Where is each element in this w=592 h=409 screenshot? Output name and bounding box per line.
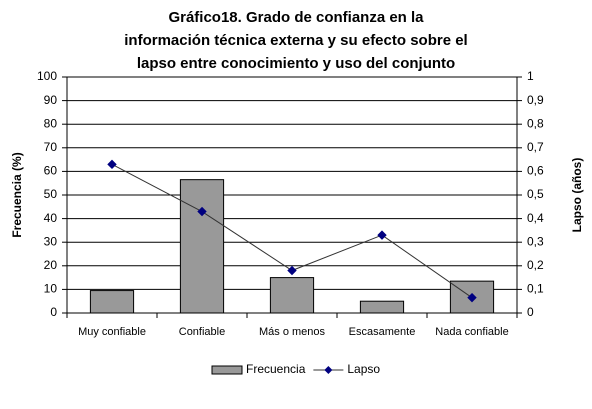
line-marker <box>197 206 207 217</box>
chart-title: información técnica externa y su efecto … <box>124 32 467 49</box>
y2-axis-label: Lapso (años) <box>570 158 584 233</box>
chart-title: Gráfico18. Grado de confianza en la <box>168 9 424 26</box>
chart-title: lapso entre conocimiento y uso del conju… <box>137 55 455 72</box>
y2-tick-label: 0 <box>527 305 534 319</box>
y-tick-label: 30 <box>44 234 58 248</box>
x-tick-label: Confiable <box>179 326 225 338</box>
y2-tick-label: 0,7 <box>527 140 544 154</box>
bar <box>269 277 315 314</box>
bar <box>89 290 135 314</box>
y-tick-label: 60 <box>44 164 58 178</box>
line-marker <box>377 230 387 240</box>
y2-tick-label: 0,6 <box>527 164 544 178</box>
x-tick-label: Más o menos <box>259 326 326 338</box>
legend-swatch <box>211 365 243 375</box>
y-tick-label: 40 <box>44 211 58 225</box>
x-tick-label: Escasamente <box>349 326 416 338</box>
y2-tick-label: 0,3 <box>527 234 544 248</box>
y2-tick-label: 0,8 <box>527 116 544 130</box>
x-tick-label: Muy confiable <box>78 326 146 338</box>
y2-tick-label: 0,1 <box>527 282 544 296</box>
bar <box>179 179 225 314</box>
y-tick-label: 50 <box>44 187 58 201</box>
y2-tick-label: 0,4 <box>527 211 544 225</box>
y2-tick-label: 0,9 <box>527 93 544 107</box>
line-marker <box>287 265 297 276</box>
y2-tick-label: 1 <box>527 69 534 83</box>
y2-tick-label: 0,5 <box>527 187 544 201</box>
legend-marker <box>324 366 333 374</box>
y-tick-label: 90 <box>44 93 58 107</box>
y-tick-label: 10 <box>44 282 58 296</box>
line-marker <box>467 292 477 303</box>
legend-label: Lapso <box>347 362 380 376</box>
y-axis-label: Frecuencia (%) <box>10 152 24 237</box>
y2-tick-label: 0,2 <box>527 258 544 272</box>
legend-label: Frecuencia <box>246 362 306 376</box>
x-tick-label: Nada confiable <box>435 326 508 338</box>
y-tick-label: 100 <box>37 69 57 83</box>
line-marker <box>107 159 117 170</box>
y-tick-label: 70 <box>44 140 58 154</box>
y-tick-label: 80 <box>44 116 58 130</box>
y-tick-label: 0 <box>50 305 57 319</box>
bar <box>359 300 405 314</box>
y-tick-label: 20 <box>44 258 58 272</box>
